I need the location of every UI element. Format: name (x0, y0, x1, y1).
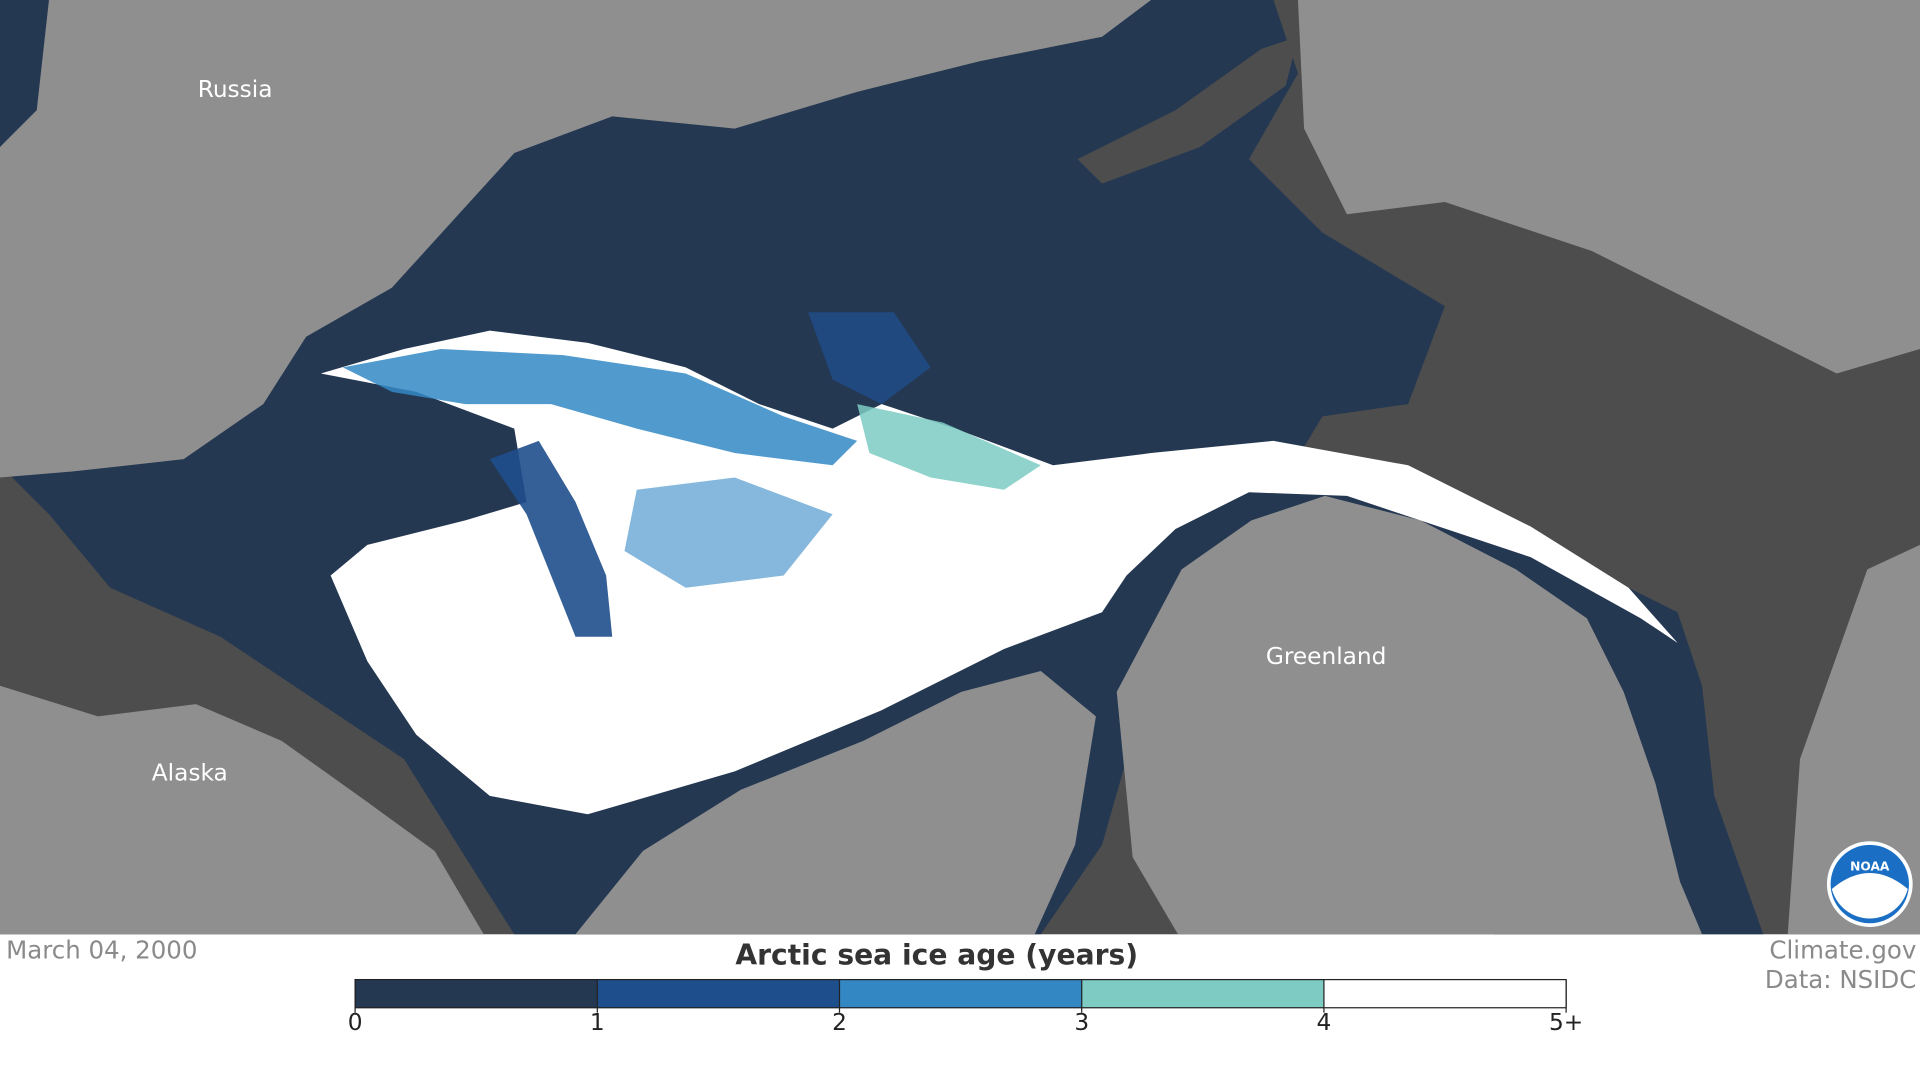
ice-old (320, 330, 1678, 815)
land-greenland (1116, 495, 1703, 935)
sea-ice (320, 312, 1678, 815)
ice-2-3 (342, 348, 858, 466)
legend-tick-label: 5+ (1549, 1009, 1583, 1036)
legend-tick-label: 4 (1317, 1009, 1332, 1036)
legend-swatch (1081, 979, 1324, 1008)
credit: Climate.gov (1769, 935, 1916, 964)
noaa-logo: NOAA (1826, 841, 1913, 927)
place-label: Russia (198, 76, 273, 103)
date: March 04, 2000 (6, 935, 197, 964)
legend-tick-label: 2 (832, 1009, 847, 1036)
legend-tick-label: 1 (590, 1009, 605, 1036)
place-label: Alaska (152, 759, 228, 786)
land-canada (575, 671, 1096, 935)
legend-title: Arctic sea ice age (years) (735, 938, 1138, 971)
place-label: Greenland (1266, 643, 1387, 670)
credit: Data: NSIDC (1765, 965, 1916, 994)
legend-swatch (355, 979, 598, 1008)
ice-3-4 (857, 404, 1041, 490)
legend-swatch (1323, 979, 1567, 1008)
logo-wave (1831, 873, 1908, 919)
legend: 0 1 2 3 4 5+ (348, 978, 1583, 1036)
legend-tick-label: 0 (348, 1009, 363, 1036)
land-novaya-zemlya (1077, 36, 1298, 184)
land-russia (0, 0, 1152, 478)
legend-swatch (597, 979, 840, 1008)
legend-swatch (839, 979, 1082, 1008)
ice-2-3-mid (624, 477, 833, 588)
ice-1-2-north (808, 312, 931, 405)
land-islands (1787, 544, 1920, 935)
logo-text: NOAA (1850, 859, 1890, 873)
ice-1-2 (489, 440, 613, 637)
land (0, 0, 1920, 935)
land-eurasia-east (1297, 0, 1920, 374)
land-alaska (0, 685, 484, 935)
legend-tick-label: 3 (1074, 1009, 1089, 1036)
